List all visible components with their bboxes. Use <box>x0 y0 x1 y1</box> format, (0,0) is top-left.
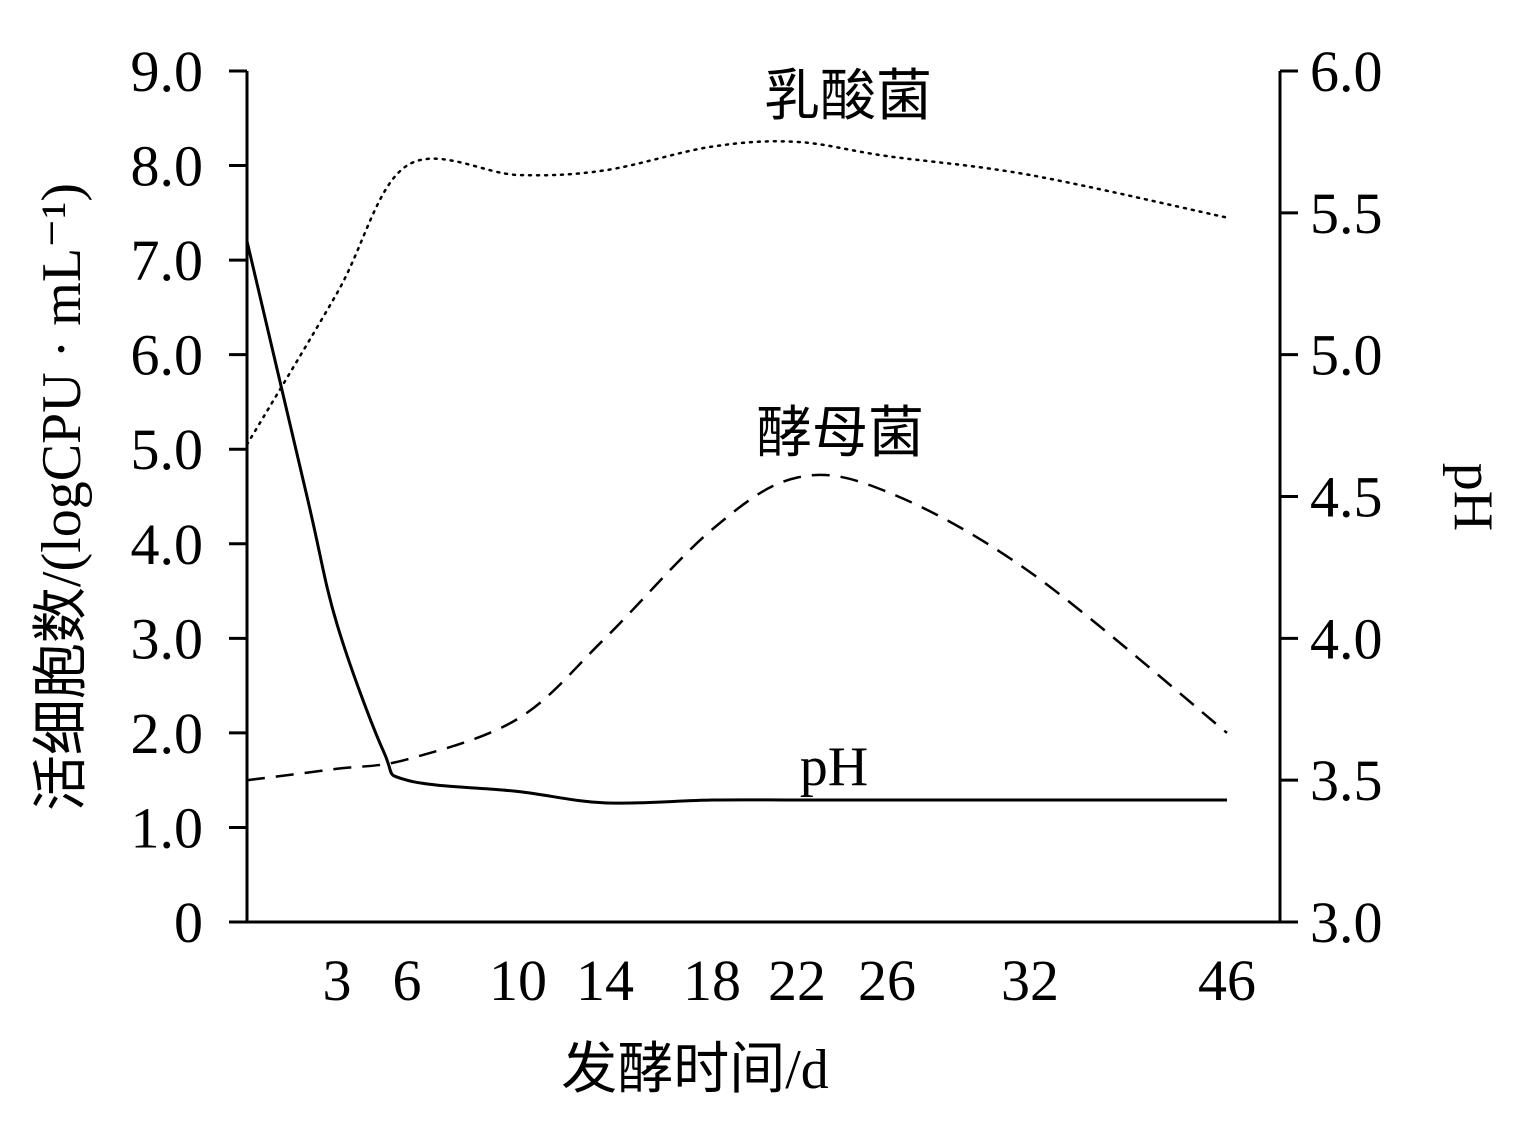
y-left-tick-label: 4.0 <box>131 512 204 577</box>
y-left-tick-label: 2.0 <box>131 701 204 766</box>
y-right-tick-label: 6.0 <box>1310 39 1383 104</box>
y-left-tick-label: 6.0 <box>131 323 204 388</box>
y-left-tick-label: 0 <box>174 890 203 955</box>
y-left-tick-label: 7.0 <box>131 228 204 293</box>
y-left-tick-label: 8.0 <box>131 134 204 199</box>
x-tick-label: 32 <box>1001 948 1059 1013</box>
y-right-tick-label: 5.0 <box>1310 323 1383 388</box>
x-tick-label: 46 <box>1198 948 1256 1013</box>
x-tick-label: 26 <box>858 948 916 1013</box>
y-left-tick-label: 9.0 <box>131 39 204 104</box>
y-right-tick-label: 4.5 <box>1310 465 1383 530</box>
y-left-tick-label: 3.0 <box>131 606 204 671</box>
y-left-axis-title: 活细胞数/(logCPU · mL⁻¹) <box>31 183 93 811</box>
x-tick-label: 14 <box>576 948 634 1013</box>
series-label-lactic-acid-bacteria: 乳酸菌 <box>764 66 932 128</box>
axes <box>245 71 1282 924</box>
y-left-tick-label: 5.0 <box>131 417 204 482</box>
x-tick-label: 10 <box>489 948 547 1013</box>
y-left-tick-label: 1.0 <box>131 795 204 860</box>
series-line-lactic-acid-bacteria <box>245 140 1229 446</box>
ticks: 0 1.0 2.0 3.0 4.0 5.0 6.0 7.0 8.0 9.0 3.0 3.5 4.0 4.5… <box>131 39 1383 1013</box>
x-tick-label: 22 <box>768 948 826 1013</box>
y-right-axis-title: pH <box>1442 463 1504 531</box>
y-right-tick-label: 5.5 <box>1310 181 1383 246</box>
y-right-tick-label: 3.0 <box>1310 890 1383 955</box>
x-tick-label: 6 <box>393 948 422 1013</box>
y-right-tick-label: 3.5 <box>1310 748 1383 813</box>
y-right-tick-label: 4.0 <box>1310 606 1383 671</box>
series-line-ph <box>245 240 1227 805</box>
series-group <box>245 140 1229 805</box>
series-line-yeast <box>246 473 1228 782</box>
x-axis-title: 发酵时间/d <box>561 1039 829 1101</box>
series-label-ph: pH <box>800 736 868 798</box>
series-label-yeast: 酵母菌 <box>756 403 924 465</box>
x-tick-label: 18 <box>683 948 741 1013</box>
x-tick-label: 3 <box>323 948 352 1013</box>
